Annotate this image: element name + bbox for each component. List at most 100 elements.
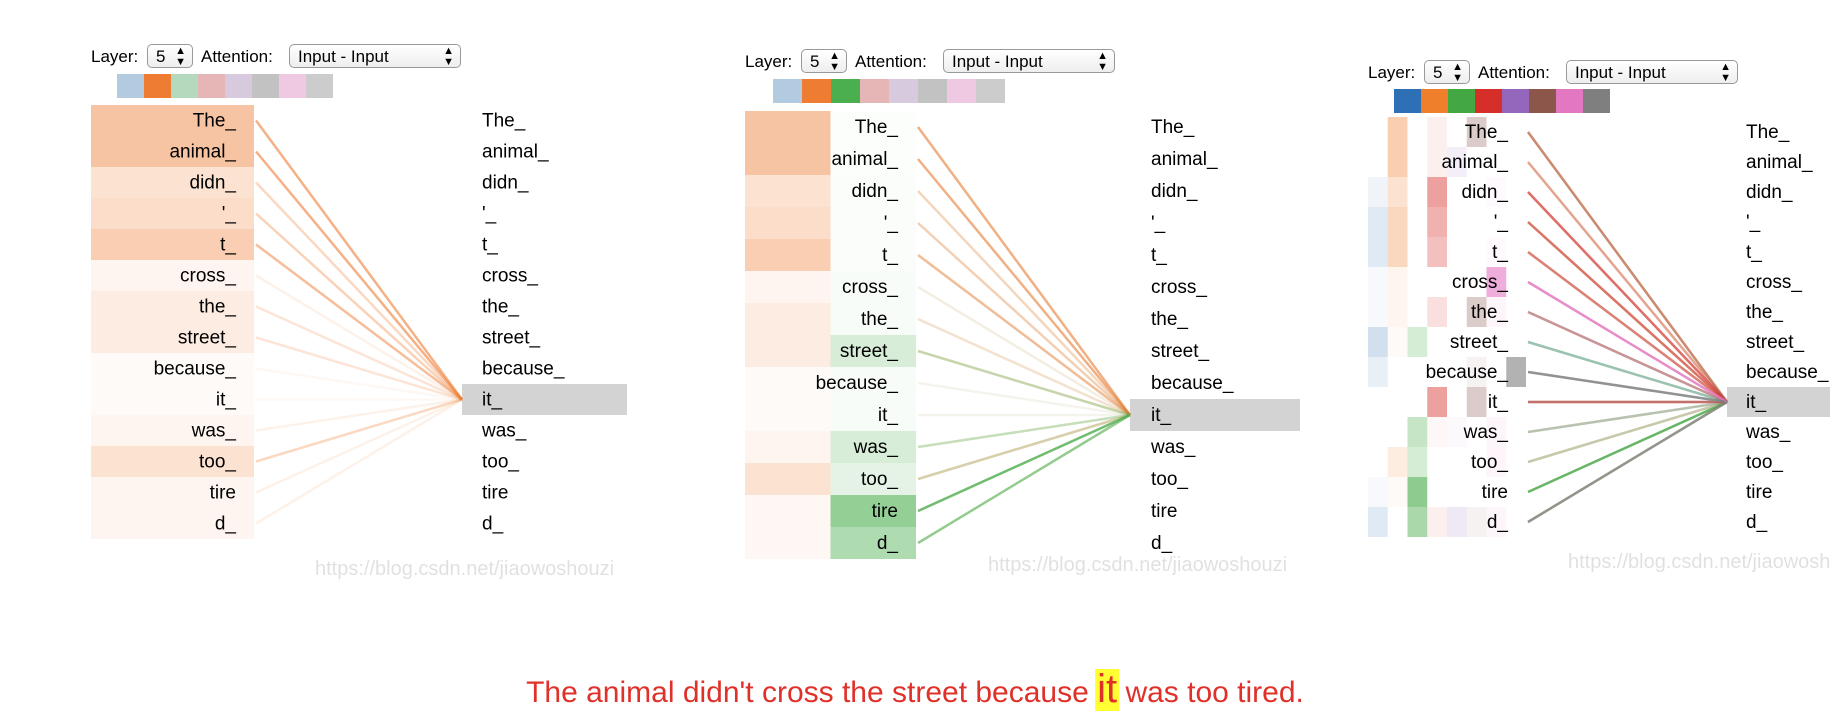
attention-line — [255, 305, 463, 401]
caption-highlight-box — [1095, 669, 1120, 711]
right-token: d_ — [1151, 533, 1173, 554]
attention-line — [918, 255, 1130, 415]
head-swatch[interactable] — [1529, 89, 1556, 113]
attention-cell — [1427, 477, 1447, 507]
attention-line — [1527, 191, 1728, 403]
attention-cell — [1388, 507, 1408, 537]
attention-cell — [1486, 447, 1507, 477]
attention-line — [917, 285, 1131, 417]
head-swatch[interactable] — [1394, 89, 1421, 113]
attention-label: Attention: — [855, 52, 927, 71]
watermark: https://blog.csdn.net/jiaowoshouzi — [315, 558, 614, 580]
attention-line — [918, 159, 1130, 415]
attention-cell — [1388, 357, 1408, 387]
attention-cell — [1506, 147, 1526, 177]
head-swatch[interactable] — [279, 74, 306, 98]
layer-select[interactable]: 5 ▲ ▼ — [801, 49, 847, 73]
head-swatch[interactable] — [117, 74, 144, 98]
attention-line — [1527, 400, 1728, 464]
head-swatch[interactable] — [198, 74, 225, 98]
head-swatch[interactable] — [773, 79, 802, 103]
select-arrows: ▲ ▼ — [1452, 61, 1463, 84]
attention-select[interactable]: Input - Input ▲ ▼ — [289, 44, 461, 68]
head-swatch[interactable] — [976, 79, 1005, 103]
right-token: d_ — [1746, 512, 1768, 533]
attention-cell — [1506, 357, 1526, 387]
attention-cell — [1368, 447, 1388, 477]
right-token: the_ — [482, 297, 519, 318]
right-token: '_ — [1151, 213, 1166, 234]
attention-line — [255, 181, 463, 401]
attention-cell — [1388, 387, 1408, 417]
right-token: it_ — [482, 390, 503, 411]
attention-select[interactable]: Input - Input ▲ ▼ — [1566, 60, 1738, 84]
attention-line — [1528, 222, 1727, 402]
left-token: the_ — [199, 297, 236, 318]
right-token: too_ — [482, 452, 519, 473]
head-swatch[interactable] — [144, 74, 171, 98]
left-token: d_ — [1487, 512, 1509, 533]
attention-cell — [745, 303, 831, 335]
head-swatch[interactable] — [947, 79, 976, 103]
attention-line — [1527, 400, 1728, 494]
right-token: tire — [1151, 501, 1177, 522]
head-swatch[interactable] — [1421, 89, 1448, 113]
head-swatch[interactable] — [802, 79, 831, 103]
right-token: t_ — [482, 235, 498, 256]
attention-cell — [1368, 117, 1388, 147]
head-swatch[interactable] — [860, 79, 889, 103]
attention-cell — [745, 111, 831, 143]
attention-cell — [745, 463, 831, 495]
left-token: t_ — [1492, 242, 1508, 263]
head-swatch[interactable] — [171, 74, 198, 98]
selected-highlight — [462, 384, 627, 415]
head-swatch[interactable] — [1502, 89, 1529, 113]
attention-cell — [1427, 507, 1447, 537]
layer-select[interactable]: 5 ▲ ▼ — [147, 44, 193, 68]
attention-line — [1527, 400, 1728, 464]
head-swatch[interactable] — [1475, 89, 1502, 113]
attention-cell — [1447, 507, 1467, 537]
attention-cell — [745, 495, 831, 527]
head-swatch[interactable] — [225, 74, 252, 98]
left-token: animal_ — [1441, 152, 1508, 173]
attention-line — [1527, 400, 1728, 524]
layer-value: 5 — [156, 47, 166, 66]
attention-cell — [91, 446, 254, 477]
attention-cell — [1387, 117, 1408, 147]
right-token: '_ — [1746, 212, 1761, 233]
head-swatch[interactable] — [1448, 89, 1475, 113]
attention-cell — [745, 207, 831, 239]
attention-select[interactable]: Input - Input ▲ ▼ — [943, 49, 1115, 73]
attention-cell — [91, 322, 254, 353]
attention-line — [1527, 310, 1728, 404]
attention-line — [1527, 340, 1728, 404]
attention-line — [1527, 251, 1728, 403]
layer-select[interactable]: 5 ▲ ▼ — [1424, 60, 1470, 84]
head-swatch[interactable] — [252, 74, 279, 98]
right-token: tire — [482, 483, 508, 504]
head-swatch[interactable] — [918, 79, 947, 103]
right-token: cross_ — [1151, 277, 1207, 298]
attention-line — [1527, 400, 1728, 464]
head-swatch[interactable] — [1583, 89, 1610, 113]
layer-value: 5 — [1433, 63, 1443, 82]
attention-cell — [1506, 237, 1526, 267]
attention-cell — [91, 415, 254, 446]
attention-cell — [1368, 207, 1388, 237]
attention-cell — [1486, 417, 1507, 447]
attention-line — [255, 243, 463, 401]
attention-cell — [745, 527, 831, 559]
right-token: didn_ — [1151, 181, 1198, 202]
attention-cell — [1427, 447, 1447, 477]
attention-line — [1527, 400, 1728, 434]
left-token: d_ — [215, 514, 237, 535]
head-swatch[interactable] — [1556, 89, 1583, 113]
head-swatch[interactable] — [831, 79, 860, 103]
left-token: the_ — [1471, 302, 1508, 323]
head-swatch[interactable] — [889, 79, 918, 103]
head-swatch[interactable] — [306, 74, 333, 98]
watermark: https://blog.csdn.net/jiaowoshouzi — [1568, 551, 1830, 573]
attention-line — [255, 212, 463, 401]
select-arrows: ▲ ▼ — [1097, 50, 1108, 73]
